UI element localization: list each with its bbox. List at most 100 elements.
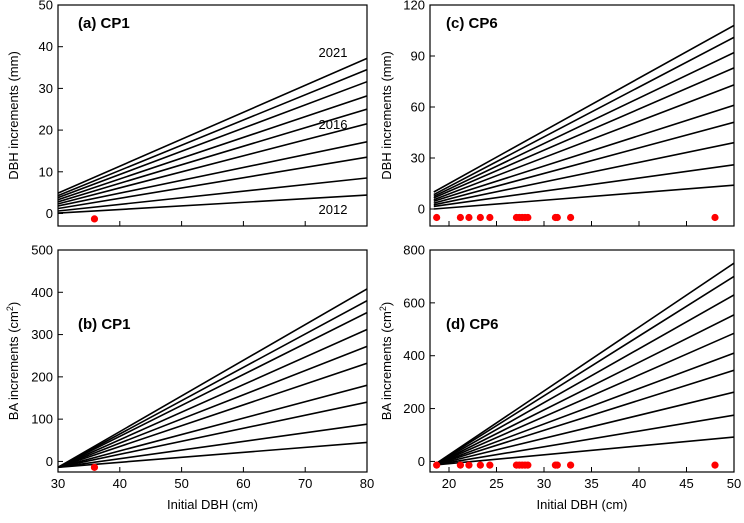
data-point [553,461,561,469]
y-tick-label: 200 [403,401,425,416]
series-line-2021 [58,288,367,468]
panel-title: (d) CP6 [446,316,499,333]
data-point [524,213,532,222]
series-line-2021 [58,57,367,194]
data-point [465,461,473,469]
series-group [58,288,367,469]
y-tick-label: 90 [411,49,425,64]
y-tick-label: 500 [31,243,53,258]
panel-title: (a) CP1 [78,15,130,32]
plot-frame [429,4,735,227]
series-line-2020 [58,68,367,197]
series-group [433,24,734,210]
series-line-2014 [58,156,367,210]
x-tick-label: 50 [174,476,188,491]
series-line-2015 [58,141,367,207]
series-line-2012 [58,194,367,214]
x-tick-label: 40 [113,476,127,491]
data-point [553,213,561,222]
data-point [486,461,494,469]
x-axis-label: Initial DBH (cm) [536,497,627,512]
series-line-2020 [58,299,367,469]
x-tick-label: 20 [442,476,456,491]
series-line-2017 [433,84,734,201]
y-tick-label: 20 [39,123,53,138]
series-line-2018 [433,314,734,466]
data-point [90,215,99,223]
series-line-2012 [433,436,734,466]
series-line-2018 [433,67,734,199]
series-line-2012 [58,441,367,469]
y-tick-label: 10 [39,164,53,179]
series-line-2016 [58,362,367,469]
series-line-2017 [433,332,734,466]
y-axis-label-text: BA increments (cm [6,311,21,420]
series-line-2014 [433,391,734,466]
panel-d: 0 200 400 600 800 20 25 30 35 40 45 50 (d) CP6 Initia… [378,243,741,513]
series-line-2021 [433,24,734,193]
y-axis-label-text: BA increments (cm [379,311,394,420]
series-line-2020 [433,275,734,466]
x-tick-label: 25 [489,476,503,491]
data-point [433,461,441,469]
x-tick-label: 30 [537,476,551,491]
x-tick-label: 40 [632,476,646,491]
x-tick-label: 50 [727,476,741,491]
series-line-2013 [433,414,734,466]
y-tick-label: 100 [31,412,53,427]
series-line-2013 [433,164,734,208]
series-line-2021 [433,262,734,466]
x-tick-label: 60 [236,476,250,491]
y-axis-label-text: DBH increments (mm) [6,51,21,180]
panel-c: 0 30 60 90 120 (c) CP6 DBH increments (mm) [379,0,735,227]
series-line-2015 [58,384,367,469]
series-line-2019 [58,80,367,199]
x-tick-label: 30 [51,476,65,491]
series-line-2015 [433,121,734,204]
plot-frame [429,249,735,473]
y-tick-label: 200 [31,369,53,384]
data-point [433,213,441,222]
y-tick-label: 40 [39,39,53,54]
y-tick-label: 300 [31,327,53,342]
data-point [567,213,575,222]
y-tick-label: 0 [418,202,425,217]
y-tick-label: 30 [411,151,425,166]
data-point [465,213,473,222]
panel-a: 0 10 20 30 40 50 (a) CP1 DBH increments (mm) 202… [6,0,368,227]
y-tick-label: 120 [403,0,425,13]
data-point [524,461,532,469]
y-tick-label: 0 [418,454,425,469]
x-tick-label: 70 [298,476,312,491]
series-line-2014 [58,401,367,469]
y-axis-label: BA increments (cm2) [378,302,394,420]
data-point [456,461,464,469]
y-axis-label-sup: 2 [5,306,15,311]
plot-frame [57,4,368,227]
data-point [90,463,99,471]
y-tick-label: 30 [39,81,53,96]
y-tick-label: 60 [411,100,425,115]
data-point [711,213,719,222]
data-point [476,213,484,222]
series-line-2017 [58,345,367,469]
year-annotation: 2021 [319,45,348,60]
series-line-2019 [433,294,734,466]
series-line-2017 [58,108,367,203]
y-tick-label: 400 [31,285,53,300]
panel-title: (b) CP1 [78,316,131,333]
y-axis-label-suffix: ) [379,302,394,306]
series-line-2014 [433,141,734,206]
y-tick-label: 0 [46,206,53,221]
y-axis-label-suffix: ) [6,302,21,306]
series-line-2019 [433,51,734,198]
series-line-2012 [433,184,734,210]
x-axis-label: Initial DBH (cm) [167,497,258,512]
y-axis-label-text: DBH increments (mm) [379,51,394,180]
series-line-2018 [58,95,367,201]
x-tick-label: 80 [360,476,374,491]
series-group [433,262,734,466]
x-tick-label: 45 [679,476,693,491]
series-line-2015 [433,369,734,466]
